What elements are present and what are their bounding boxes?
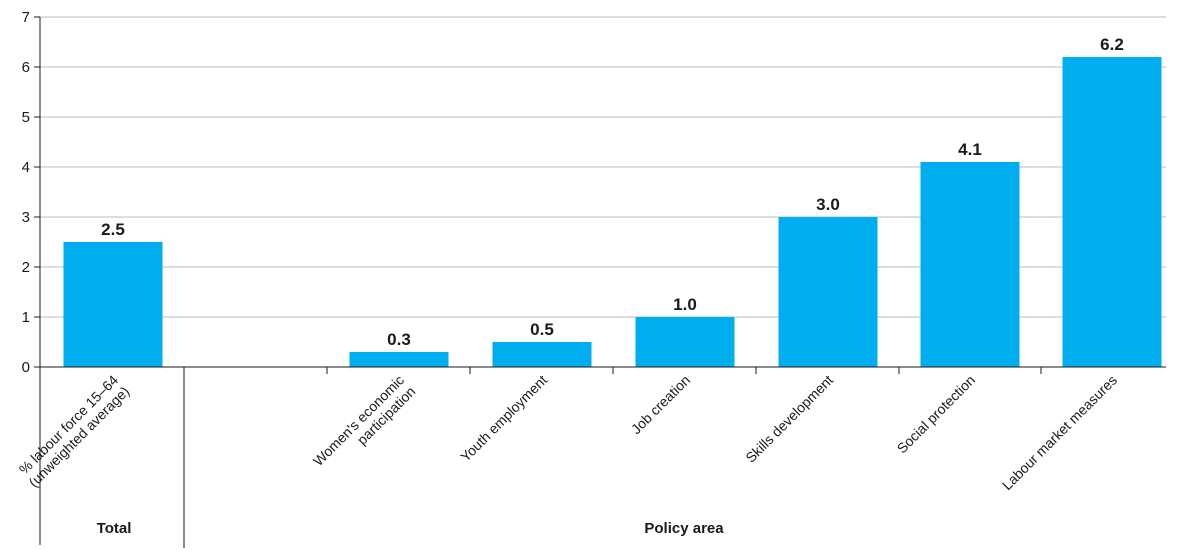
y-axis: 0 1 2 3 4 5 6 7 [22, 9, 41, 376]
data-label: 3.0 [816, 195, 840, 214]
bar [1062, 57, 1162, 367]
data-label: 0.3 [387, 330, 411, 349]
bars: 2.5 0.3 0.5 1.0 3.0 4.1 6.2 [63, 35, 1162, 367]
y-tick-label: 3 [22, 209, 30, 226]
x-tick-label: Skills development [742, 372, 836, 466]
x-tick-label: Labour market measures [999, 372, 1120, 493]
bar [492, 342, 592, 367]
y-tick-label: 7 [22, 9, 30, 26]
y-tick-label: 5 [22, 109, 30, 126]
bar [920, 162, 1020, 367]
group-label: Total [97, 520, 132, 537]
bar [349, 352, 449, 367]
data-label: 0.5 [530, 320, 554, 339]
data-label: 6.2 [1100, 35, 1124, 54]
group-label: Policy area [644, 520, 724, 537]
x-tick-label: % labour force 15–64(unweighted average) [14, 372, 133, 491]
x-axis: % labour force 15–64(unweighted average)… [14, 366, 1166, 493]
data-label: 4.1 [958, 140, 982, 159]
y-tick-label: 6 [22, 59, 30, 76]
y-tick-label: 4 [22, 159, 30, 176]
category-groups: Total Policy area [39, 367, 724, 548]
x-tick-label: Women's economicparticipation [310, 372, 419, 481]
bar [778, 217, 878, 367]
x-tick-label: Youth employment [457, 372, 550, 465]
x-tick-label: Social protection [894, 372, 979, 457]
gridlines [40, 16, 1166, 318]
data-label: 1.0 [673, 295, 697, 314]
bar [635, 317, 735, 367]
y-tick-label: 0 [22, 359, 30, 376]
y-tick-label: 1 [22, 309, 30, 326]
bar [63, 242, 163, 367]
data-label: 2.5 [101, 220, 125, 239]
y-tick-label: 2 [22, 259, 30, 276]
x-tick-label: Job creation [628, 372, 693, 437]
